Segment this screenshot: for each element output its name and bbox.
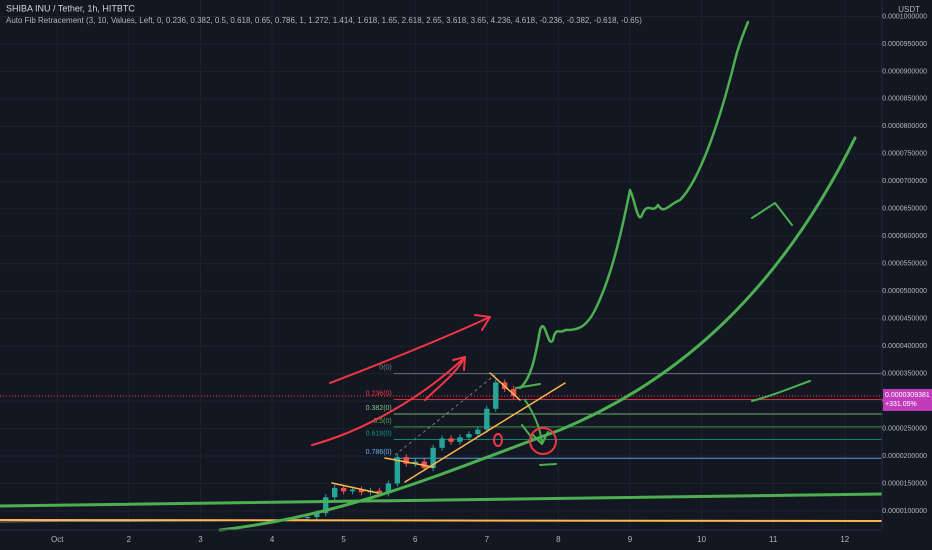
fib-label: 0(0) — [379, 364, 391, 371]
x-tick-label: 10 — [697, 535, 706, 544]
drawn-line — [0, 492, 884, 508]
y-tick-label: 0.0000750000 — [882, 151, 927, 158]
x-tick-label: 3 — [198, 535, 203, 544]
fib-label: 0.786(0) — [366, 449, 392, 456]
drawn-arrow — [524, 399, 549, 445]
fib-label: 0.5(0) — [373, 418, 391, 425]
y-tick-label: 0.0000800000 — [882, 123, 927, 130]
fib-label: 0.382(0) — [366, 405, 392, 412]
y-tick-label: 0.0000200000 — [882, 453, 927, 460]
grid — [0, 0, 882, 530]
candle — [466, 434, 472, 438]
y-tick-label: 0.0000100000 — [882, 508, 927, 515]
x-tick-label: 11 — [769, 535, 778, 544]
drawn-circle — [529, 427, 557, 455]
drawn-mark — [539, 463, 557, 466]
y-tick-label: 0.0000250000 — [882, 425, 927, 432]
candle — [403, 457, 409, 464]
candle — [484, 408, 490, 430]
x-tick-label: 7 — [485, 535, 490, 544]
candle — [323, 497, 329, 514]
y-tick-label: 0.0000400000 — [882, 343, 927, 350]
y-tick-label: 0.0000500000 — [882, 288, 927, 295]
drawn-circle — [493, 433, 503, 447]
price-tag-value: 0.0000309381 — [885, 392, 930, 399]
y-tick-label: 0.0000950000 — [882, 41, 927, 48]
y-tick-label: 0.0001000000 — [882, 13, 927, 20]
drawn-mark — [751, 380, 811, 402]
x-tick-label: 2 — [127, 535, 132, 544]
candle — [448, 438, 454, 442]
candle — [412, 461, 418, 464]
x-tick-label: 12 — [840, 535, 849, 544]
candle — [305, 517, 311, 519]
x-tick-label: 8 — [556, 535, 561, 544]
price-tag-change: +331.05% — [885, 401, 917, 408]
drawn-projection — [518, 20, 750, 390]
drawn-trendlines — [331, 372, 566, 494]
indicator-label: Auto Fib Retracement (3, 10, Values, Lef… — [6, 16, 642, 25]
fib-retracement: 0(0) 0.236(0) 0.382(0) 0.5(0) 0.618(0) 0.786(… — [366, 364, 882, 459]
candle — [340, 487, 347, 492]
drawings — [0, 20, 884, 532]
y-tick-label: 0.0000350000 — [882, 370, 927, 377]
candle — [358, 489, 365, 493]
x-tick-label: 9 — [628, 535, 633, 544]
x-tick-label: 5 — [341, 535, 346, 544]
candle — [475, 429, 481, 435]
drawn-arrow — [329, 314, 491, 384]
y-tick-label: 0.0000900000 — [882, 68, 927, 75]
candle — [439, 438, 445, 448]
y-tick-label: 0.0000550000 — [882, 261, 927, 268]
y-tick-label: 0.0000850000 — [882, 96, 927, 103]
fib-label: 0.236(0) — [366, 390, 392, 397]
x-tick-label: Oct — [51, 535, 64, 544]
axes: 0.0000100000 0.0000150000 0.0000200000 0.00… — [51, 13, 932, 544]
price-axis — [882, 0, 932, 550]
y-tick-label: 0.0000450000 — [882, 316, 927, 323]
chart-title: SHIBA INU / Tether, 1h, HITBTC — [6, 3, 135, 13]
y-axis-unit: USDT — [898, 5, 920, 14]
y-tick-label: 0.0000700000 — [882, 178, 927, 185]
drawn-line — [0, 519, 883, 522]
x-tick-label: 6 — [413, 535, 418, 544]
y-tick-label: 0.0000650000 — [882, 206, 927, 213]
y-tick-label: 0.0000600000 — [882, 233, 927, 240]
candle — [314, 513, 320, 518]
price-tag — [883, 388, 932, 411]
fib-label: 0.618(0) — [366, 430, 392, 437]
candle — [385, 483, 392, 494]
candle — [510, 389, 517, 396]
candle — [332, 487, 338, 498]
candle — [376, 490, 383, 494]
candle — [394, 457, 401, 484]
candle — [430, 447, 436, 469]
drawn-mark — [751, 202, 793, 226]
y-tick-label: 0.0000150000 — [882, 480, 927, 487]
x-tick-label: 4 — [270, 535, 275, 544]
drawn-curve — [218, 136, 857, 532]
drawn-curve — [424, 356, 466, 401]
candle — [457, 437, 463, 442]
candle — [349, 489, 356, 492]
